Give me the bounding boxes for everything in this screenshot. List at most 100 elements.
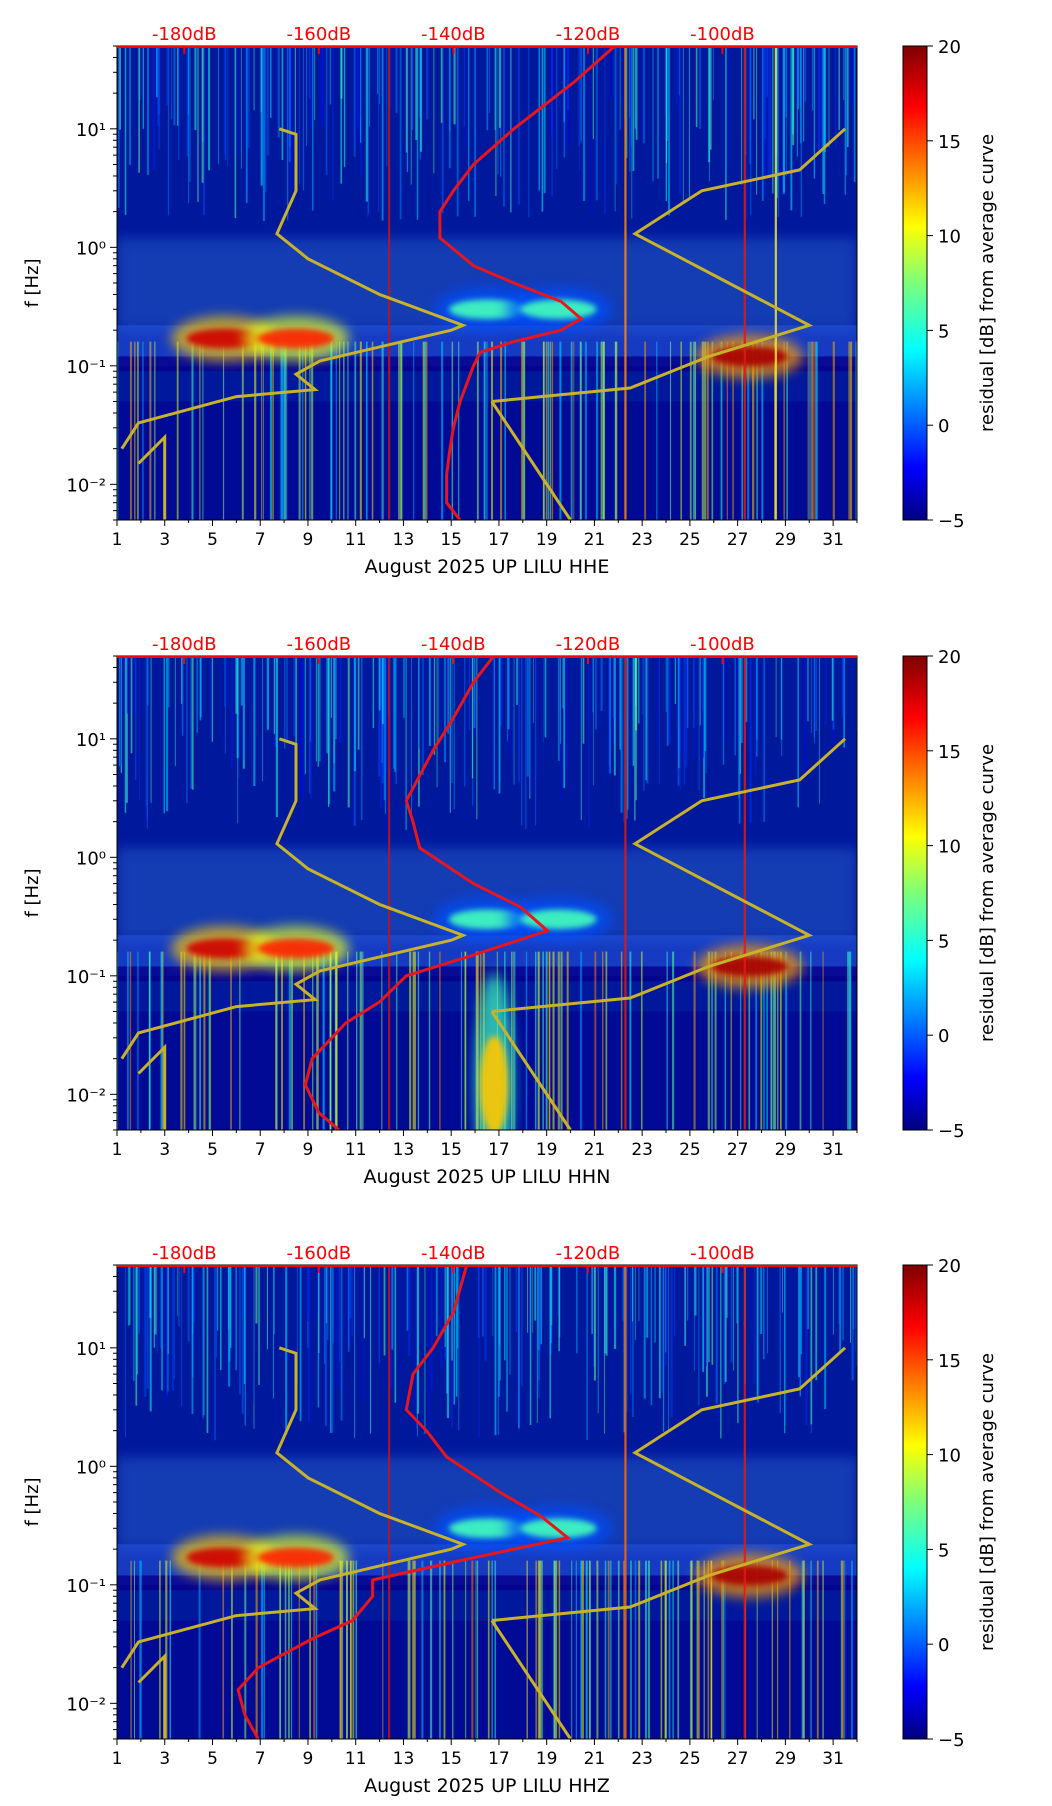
x-tick-label: 3: [159, 1140, 170, 1160]
x-tick-label: 25: [679, 530, 701, 550]
x-tick-label: 11: [345, 1749, 367, 1769]
noise-model-curve: [120, 127, 468, 450]
noise-model-curve: [137, 1043, 167, 1130]
colorbar: [902, 45, 928, 521]
top-tick-label: -160dB: [286, 634, 351, 655]
event-blob: [480, 1035, 509, 1130]
x-tick-label: 9: [303, 1140, 314, 1160]
event-blob: [449, 299, 525, 320]
event-blob: [258, 1547, 335, 1568]
x-tick-label: 25: [679, 1749, 701, 1769]
colorbar-tick-label: 20: [938, 37, 961, 58]
colorbar-tick-label: 5: [938, 1540, 949, 1561]
y-tick-label: 10⁻¹: [66, 357, 106, 378]
y-tick-label: 10⁻²: [66, 1085, 106, 1106]
x-tick-label: 1: [112, 1140, 123, 1160]
y-axis-label: f [Hz]: [22, 1477, 43, 1526]
x-axis-label: August 2025 UP LILU HHZ: [364, 1775, 610, 1797]
x-tick-label: 13: [393, 1749, 415, 1769]
x-tick-label: 21: [584, 530, 606, 550]
x-tick-label: 23: [631, 530, 653, 550]
event-blob: [186, 938, 263, 959]
x-axis-label: August 2025 UP LILU HHE: [365, 556, 610, 578]
colorbar-tick-label: 10: [938, 837, 961, 858]
low-frequency-band: [117, 1620, 857, 1739]
x-tick-label: 23: [631, 1140, 653, 1160]
x-tick-label: 13: [393, 530, 415, 550]
top-tick-label: -160dB: [286, 24, 351, 45]
y-tick-label: 10⁻²: [66, 475, 106, 496]
y-tick-label: 10⁰: [76, 1457, 106, 1478]
top-tick-label: -140dB: [421, 634, 486, 655]
y-tick-label: 10⁻¹: [66, 967, 106, 988]
x-tick-label: 7: [255, 1140, 266, 1160]
top-tick-label: -120dB: [556, 24, 621, 45]
x-tick-label: 7: [255, 1749, 266, 1769]
colorbar-tick-label: −5: [938, 1121, 965, 1142]
top-tick-label: -120dB: [556, 634, 621, 655]
y-tick-label: 10⁰: [76, 848, 106, 869]
colorbar-tick-label: 20: [938, 1256, 961, 1277]
event-blob: [520, 1518, 597, 1539]
top-tick-label: -140dB: [421, 24, 486, 45]
colorbar-label: residual [dB] from average curve: [977, 1353, 998, 1651]
noise-model-curve: [491, 127, 847, 403]
x-tick-label: 5: [207, 1749, 218, 1769]
x-tick-label: 17: [488, 530, 510, 550]
colorbar: [902, 655, 928, 1131]
x-tick-label: 7: [255, 530, 266, 550]
heatmap: [117, 46, 857, 520]
colorbar-tick-label: −5: [938, 511, 965, 532]
y-tick-label: 10⁻¹: [66, 1576, 106, 1597]
y-axis-label: f [Hz]: [22, 868, 43, 917]
top-tick-label: -100dB: [690, 634, 755, 655]
psd-average-curve: [438, 46, 616, 520]
colorbar-tick-label: 0: [938, 416, 949, 437]
x-tick-label: 5: [207, 530, 218, 550]
x-tick-label: 9: [303, 530, 314, 550]
colorbar-tick-label: 5: [938, 321, 949, 342]
x-tick-label: 1: [112, 1749, 123, 1769]
psd-average-curve: [303, 656, 551, 1130]
psd-average-curve: [236, 1265, 572, 1739]
x-tick-label: 19: [536, 1140, 558, 1160]
x-tick-label: 9: [303, 1749, 314, 1769]
colorbar-tick-label: 15: [938, 742, 961, 763]
x-tick-label: 19: [536, 1749, 558, 1769]
top-tick-label: -100dB: [690, 1243, 755, 1264]
top-tick-label: -180dB: [152, 634, 217, 655]
y-tick-label: 10⁰: [76, 238, 106, 259]
noise-model-curve: [490, 400, 572, 520]
noise-model-curve: [120, 1346, 468, 1669]
x-tick-label: 27: [727, 1749, 749, 1769]
x-tick-label: 11: [345, 530, 367, 550]
x-tick-label: 3: [159, 1749, 170, 1769]
colorbar-tick-label: 10: [938, 1446, 961, 1467]
colorbar-tick-label: 5: [938, 931, 949, 952]
y-tick-label: 10¹: [76, 1339, 106, 1360]
x-tick-label: 27: [727, 530, 749, 550]
event-blob: [449, 909, 525, 930]
colorbar-tick-label: −5: [938, 1730, 965, 1751]
x-tick-label: 11: [345, 1140, 367, 1160]
x-tick-label: 31: [822, 530, 844, 550]
x-tick-label: 15: [440, 530, 462, 550]
event-blob: [711, 346, 788, 367]
colorbar-tick-label: 15: [938, 1351, 961, 1372]
colorbar-label: residual [dB] from average curve: [977, 134, 998, 432]
noise-model-curve: [120, 737, 468, 1060]
noise-model-curve: [490, 1619, 572, 1739]
top-tick-label: -120dB: [556, 1243, 621, 1264]
colorbar-label: residual [dB] from average curve: [977, 744, 998, 1042]
x-tick-label: 15: [440, 1140, 462, 1160]
top-tick-label: -140dB: [421, 1243, 486, 1264]
event-blob: [520, 299, 597, 320]
x-tick-label: 15: [440, 1749, 462, 1769]
x-tick-label: 27: [727, 1140, 749, 1160]
x-tick-label: 21: [584, 1140, 606, 1160]
colorbar-tick-label: 20: [938, 647, 961, 668]
x-tick-label: 3: [159, 530, 170, 550]
event-blob: [520, 909, 597, 930]
